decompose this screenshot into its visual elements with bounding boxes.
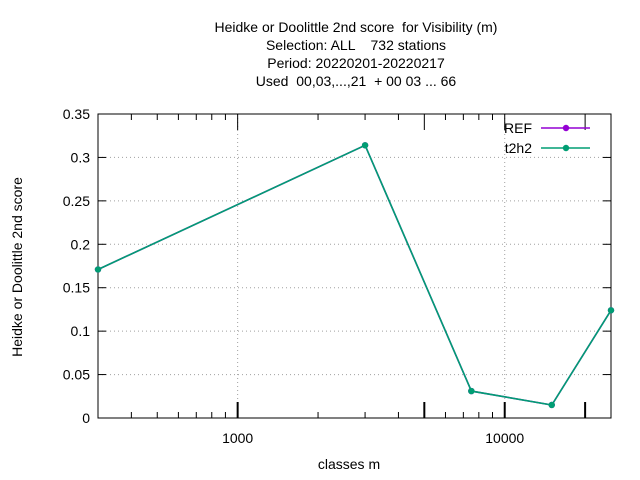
legend-label-ref: REF	[504, 120, 532, 136]
legend-label-t2h2: t2h2	[505, 140, 532, 156]
y-tick-label: 0.05	[63, 367, 90, 383]
chart-title: Heidke or Doolittle 2nd score for Visibi…	[0, 18, 640, 90]
data-series	[94, 142, 615, 409]
y-tick-label: 0.2	[71, 236, 91, 252]
x-axis-label: classes m	[317, 456, 381, 472]
series-line-t2h2	[97, 144, 612, 406]
y-tick-label: 0.35	[63, 106, 90, 122]
title-line-1: Heidke or Doolittle 2nd score for Visibi…	[214, 19, 498, 35]
x-tick-label: 10000	[485, 430, 524, 446]
data-point-t2h2	[607, 307, 615, 314]
data-point-t2h2	[361, 142, 369, 149]
data-point-t2h2	[468, 387, 475, 395]
data-point-t2h2	[548, 401, 555, 409]
axis-ticks	[98, 113, 611, 419]
y-tick-label: 0.15	[63, 280, 90, 296]
y-tick-label: 0.25	[63, 193, 90, 209]
tick-labels: 0 0.05 0.1 0.15 0.2 0.25 0.3 0.35 1000 10000	[63, 106, 525, 446]
y-tick-label: 0.3	[71, 149, 91, 165]
title-line-2: Selection: ALL 732 stations	[265, 37, 447, 53]
title-line-4: Used 00,03,...,21 + 00 03 ... 66	[255, 73, 457, 89]
x-tick-label: 1000	[222, 430, 253, 446]
series-line-ref	[97, 144, 612, 406]
title-line-3: Period: 20220201-20220217	[267, 55, 445, 71]
legend-marker-t2h2	[562, 144, 570, 152]
grid-lines	[98, 114, 611, 418]
plot-frame	[97, 113, 612, 419]
legend: REF t2h2	[504, 120, 590, 156]
y-tick-label: 0.1	[71, 323, 91, 339]
y-tick-label: 0	[82, 410, 90, 426]
legend-marker-ref	[562, 124, 570, 132]
data-point-t2h2	[94, 266, 102, 273]
